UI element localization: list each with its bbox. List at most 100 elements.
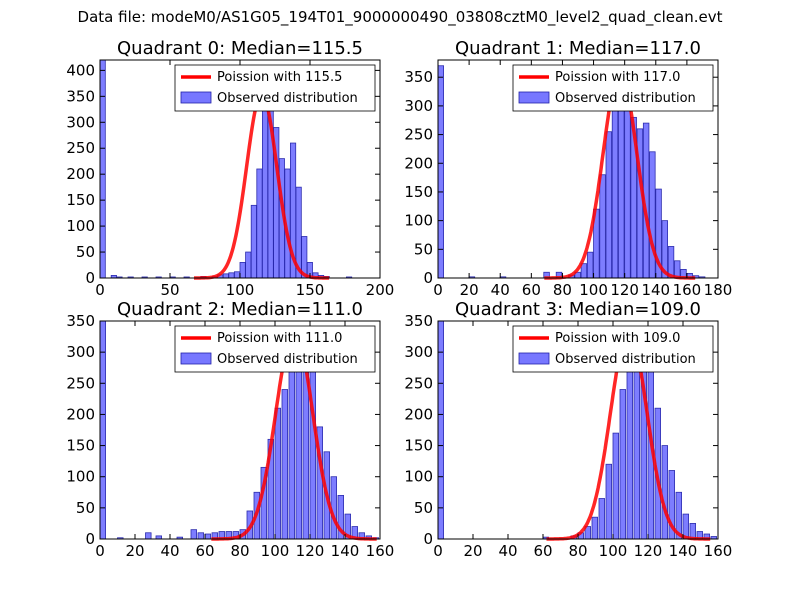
histogram-bar xyxy=(649,151,656,279)
x-tick-label: 140 xyxy=(641,281,670,299)
legend: Poission with 111.0 Observed distribution xyxy=(174,325,376,373)
histogram-bar xyxy=(239,262,246,279)
x-tick-label: 120 xyxy=(610,281,639,299)
x-tick-label: 100 xyxy=(226,281,255,299)
histogram-bar xyxy=(233,271,241,279)
x-tick-label: 60 xyxy=(195,542,214,560)
y-tick-label: 350 xyxy=(66,87,95,105)
x-tick-label: 40 xyxy=(160,542,179,560)
histogram-bar xyxy=(228,272,235,279)
histogram-bar xyxy=(437,65,444,279)
panel-title: Quadrant 3: Median=109.0 xyxy=(455,299,701,320)
x-tick-label: 0 xyxy=(95,542,105,560)
x-tick-label: 160 xyxy=(704,542,733,560)
x-tick-label: 0 xyxy=(95,281,105,299)
x-tick-label: 140 xyxy=(669,542,698,560)
legend-label-poisson: Poission with 111.0 xyxy=(217,331,342,346)
y-tick-label: 0 xyxy=(85,530,95,548)
histogram-bar xyxy=(250,204,257,279)
y-tick-label: 50 xyxy=(414,499,433,517)
legend: Poission with 117.0 Observed distribution xyxy=(512,64,714,112)
x-tick-label: 160 xyxy=(366,542,395,560)
histogram-bar xyxy=(624,96,631,279)
y-tick-label: 300 xyxy=(66,113,95,131)
histogram-bar xyxy=(145,532,152,540)
y-tick-label: 200 xyxy=(404,154,433,172)
x-tick-label: 160 xyxy=(673,281,702,299)
histogram-bar xyxy=(197,532,204,540)
legend-label-poisson: Poission with 109.0 xyxy=(555,331,680,346)
y-tick-label: 400 xyxy=(66,61,95,79)
y-tick-label: 100 xyxy=(66,468,95,486)
y-tick-label: 250 xyxy=(66,374,95,392)
histogram-bar xyxy=(612,432,619,540)
x-tick-label: 40 xyxy=(491,281,510,299)
quadrant-0-panel: 0 50 100 150 200 0 50 100 150 200 250 300 350 400 Quad… xyxy=(66,38,394,299)
histogram-bar xyxy=(245,251,252,279)
histogram-bar xyxy=(591,516,598,540)
y-tick-label: 100 xyxy=(404,468,433,486)
x-tick-label: 80 xyxy=(553,281,572,299)
y-tick-label: 0 xyxy=(423,530,433,548)
x-tick-label: 0 xyxy=(433,542,443,560)
histogram-bar xyxy=(281,389,288,540)
x-tick-label: 100 xyxy=(579,281,608,299)
histogram-bar xyxy=(605,463,612,540)
y-tick-label: 200 xyxy=(66,405,95,423)
legend-bar-swatch xyxy=(180,352,212,365)
x-tick-label: 100 xyxy=(599,542,628,560)
histogram-bar xyxy=(619,389,626,540)
x-tick-label: 60 xyxy=(533,542,552,560)
x-tick-label: 150 xyxy=(296,281,325,299)
panel-title: Quadrant 2: Median=111.0 xyxy=(117,299,363,320)
legend-label-poisson: Poission with 115.5 xyxy=(217,70,342,85)
legend-bar-swatch xyxy=(518,352,550,365)
y-tick-label: 300 xyxy=(404,343,433,361)
legend-label-observed: Observed distribution xyxy=(217,91,358,106)
histogram-bar xyxy=(190,529,197,540)
quadrant-1-panel: 0 20 40 60 80 100 120 140 160 1800501001502002503… xyxy=(404,38,732,299)
x-tick-label: 120 xyxy=(296,542,325,560)
y-tick-label: 50 xyxy=(414,240,433,258)
histogram-bar xyxy=(661,445,668,540)
y-tick-label: 150 xyxy=(66,191,95,209)
y-tick-label: 0 xyxy=(85,269,95,287)
y-tick-label: 250 xyxy=(404,374,433,392)
histogram-bar xyxy=(611,105,619,279)
legend-label-observed: Observed distribution xyxy=(217,352,358,367)
x-tick-label: 20 xyxy=(463,542,482,560)
histogram-bar xyxy=(99,59,106,279)
x-tick-label: 40 xyxy=(498,542,517,560)
y-tick-label: 200 xyxy=(66,165,95,183)
legend-label-observed: Observed distribution xyxy=(555,91,696,106)
histogram-bar xyxy=(204,533,211,540)
x-tick-label: 60 xyxy=(522,281,541,299)
x-tick-label: 180 xyxy=(704,281,733,299)
y-tick-label: 150 xyxy=(404,183,433,201)
x-tick-label: 80 xyxy=(568,542,587,560)
x-tick-label: 20 xyxy=(125,542,144,560)
x-tick-label: 120 xyxy=(634,542,663,560)
histogram-bar xyxy=(295,364,302,540)
y-tick-label: 200 xyxy=(404,405,433,423)
histogram-bar xyxy=(256,168,263,279)
figure-suptitle: Data file: modeM0/AS1G05_194T01_90000004… xyxy=(77,8,723,26)
legend: Poission with 115.5 Observed distribution xyxy=(174,64,376,112)
x-tick-label: 140 xyxy=(331,542,360,560)
y-tick-label: 100 xyxy=(66,217,95,235)
legend-bar-swatch xyxy=(180,91,212,104)
x-tick-label: 200 xyxy=(366,281,395,299)
quadrant-2-panel: 0 20 40 60 80 100 120 140 160 0 50 100 150 200 250 300 3… xyxy=(66,299,394,560)
axes-frame xyxy=(437,59,719,279)
y-tick-label: 50 xyxy=(76,243,95,261)
legend-label-poisson: Poission with 117.0 xyxy=(555,70,680,85)
y-tick-label: 350 xyxy=(404,68,433,86)
y-tick-label: 350 xyxy=(66,312,95,330)
quadrant-3-panel: 0 20 40 60 80 100 120 140 160 0 50 100 150 200 250 300 3… xyxy=(404,299,732,560)
x-tick-label: 20 xyxy=(460,281,479,299)
y-tick-label: 350 xyxy=(404,312,433,330)
histogram-bar xyxy=(222,273,229,279)
legend-label-observed: Observed distribution xyxy=(555,352,696,367)
panel-title: Quadrant 1: Median=117.0 xyxy=(455,38,701,59)
histogram-bar xyxy=(274,407,281,540)
